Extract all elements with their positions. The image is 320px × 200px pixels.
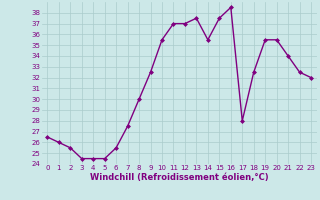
X-axis label: Windchill (Refroidissement éolien,°C): Windchill (Refroidissement éolien,°C) xyxy=(90,173,268,182)
